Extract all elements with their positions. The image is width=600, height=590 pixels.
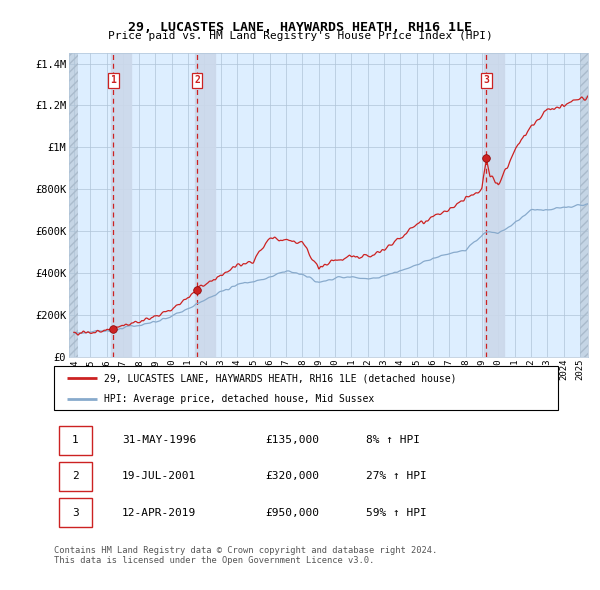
Text: 3: 3: [72, 508, 79, 517]
Bar: [111, 53, 131, 357]
Text: 12-APR-2019: 12-APR-2019: [122, 508, 196, 517]
Bar: [484, 53, 505, 357]
Bar: [194, 53, 215, 357]
Text: Price paid vs. HM Land Registry's House Price Index (HPI): Price paid vs. HM Land Registry's House …: [107, 31, 493, 41]
Text: £320,000: £320,000: [266, 471, 320, 481]
FancyBboxPatch shape: [54, 366, 558, 410]
Bar: [580, 53, 588, 357]
FancyBboxPatch shape: [59, 462, 92, 491]
Text: 8% ↑ HPI: 8% ↑ HPI: [367, 435, 421, 445]
Text: 29, LUCASTES LANE, HAYWARDS HEATH, RH16 1LE (detached house): 29, LUCASTES LANE, HAYWARDS HEATH, RH16 …: [104, 373, 457, 383]
Text: HPI: Average price, detached house, Mid Sussex: HPI: Average price, detached house, Mid …: [104, 394, 374, 404]
Text: £135,000: £135,000: [266, 435, 320, 445]
Text: 59% ↑ HPI: 59% ↑ HPI: [367, 508, 427, 517]
Bar: [580, 53, 588, 357]
Text: 3: 3: [484, 76, 490, 86]
Text: £950,000: £950,000: [266, 508, 320, 517]
Text: 2: 2: [194, 76, 200, 86]
Text: 19-JUL-2001: 19-JUL-2001: [122, 471, 196, 481]
Text: 31-MAY-1996: 31-MAY-1996: [122, 435, 196, 445]
Text: 1: 1: [72, 435, 79, 445]
Text: 29, LUCASTES LANE, HAYWARDS HEATH, RH16 1LE: 29, LUCASTES LANE, HAYWARDS HEATH, RH16 …: [128, 21, 472, 34]
FancyBboxPatch shape: [59, 498, 92, 527]
Bar: [69, 53, 78, 357]
Text: Contains HM Land Registry data © Crown copyright and database right 2024.
This d: Contains HM Land Registry data © Crown c…: [54, 546, 437, 565]
FancyBboxPatch shape: [59, 425, 92, 455]
Text: 27% ↑ HPI: 27% ↑ HPI: [367, 471, 427, 481]
Bar: [69, 53, 78, 357]
Text: 1: 1: [110, 76, 116, 86]
Text: 2: 2: [72, 471, 79, 481]
